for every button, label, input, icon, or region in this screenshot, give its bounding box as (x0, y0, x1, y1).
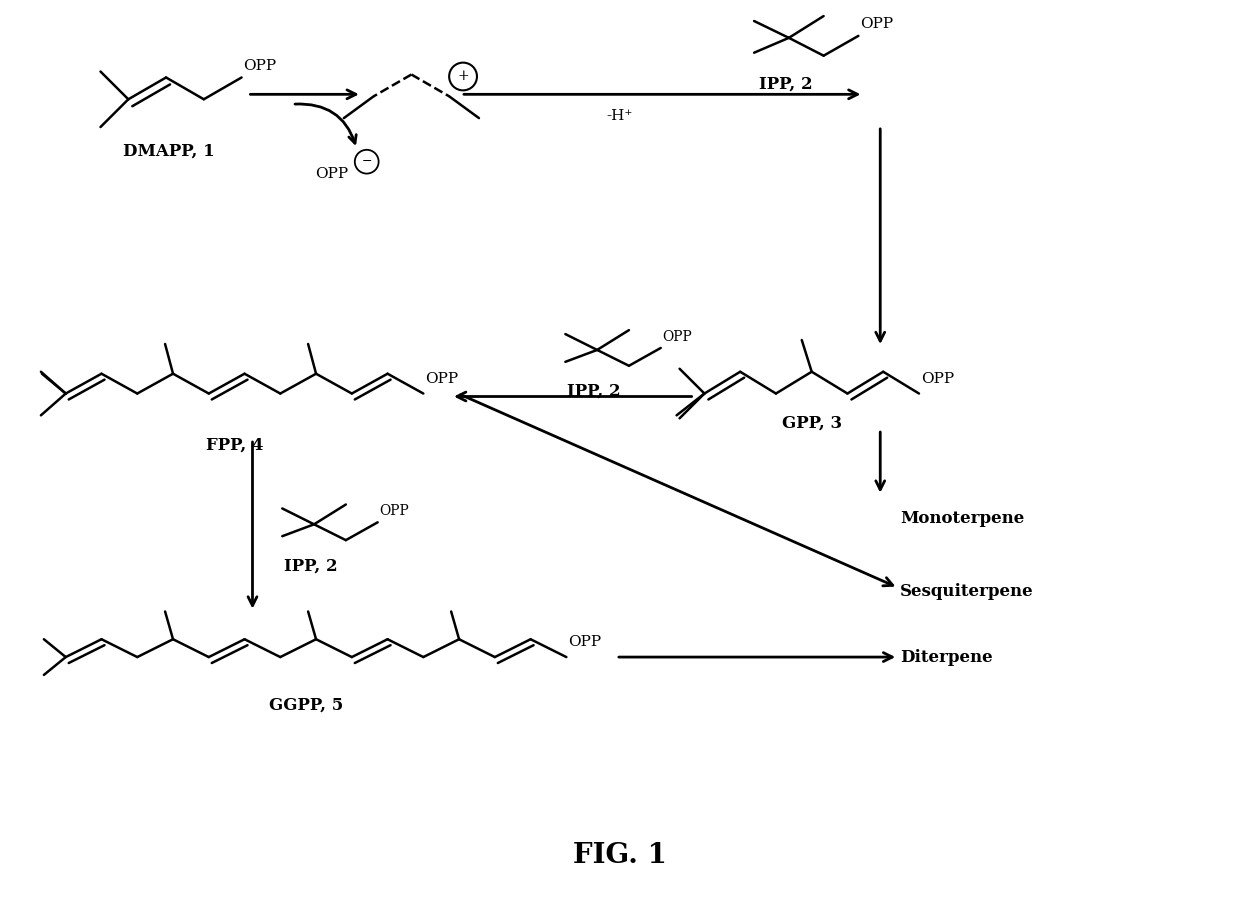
Text: IPP, 2: IPP, 2 (759, 76, 812, 93)
Text: FPP, 4: FPP, 4 (206, 437, 263, 453)
Text: GPP, 3: GPP, 3 (781, 414, 842, 432)
Text: −: − (362, 155, 372, 168)
Text: GGPP, 5: GGPP, 5 (269, 696, 343, 713)
Text: Sesquiterpene: Sesquiterpene (900, 583, 1034, 600)
Text: IPP, 2: IPP, 2 (568, 383, 621, 400)
Text: OPP: OPP (921, 371, 954, 386)
Text: OPP: OPP (662, 330, 692, 344)
Text: IPP, 2: IPP, 2 (284, 558, 337, 575)
Text: DMAPP, 1: DMAPP, 1 (123, 142, 215, 159)
Text: OPP: OPP (425, 371, 459, 386)
Text: Monoterpene: Monoterpene (900, 510, 1024, 527)
Text: OPP: OPP (861, 17, 894, 31)
Text: OPP: OPP (315, 167, 348, 180)
Text: FIG. 1: FIG. 1 (573, 842, 667, 869)
Text: OPP: OPP (379, 505, 409, 518)
Text: -H⁺: -H⁺ (606, 109, 634, 123)
Text: OPP: OPP (568, 635, 601, 649)
Text: OPP: OPP (243, 59, 277, 72)
Text: Diterpene: Diterpene (900, 649, 993, 666)
Text: +: + (458, 69, 469, 84)
